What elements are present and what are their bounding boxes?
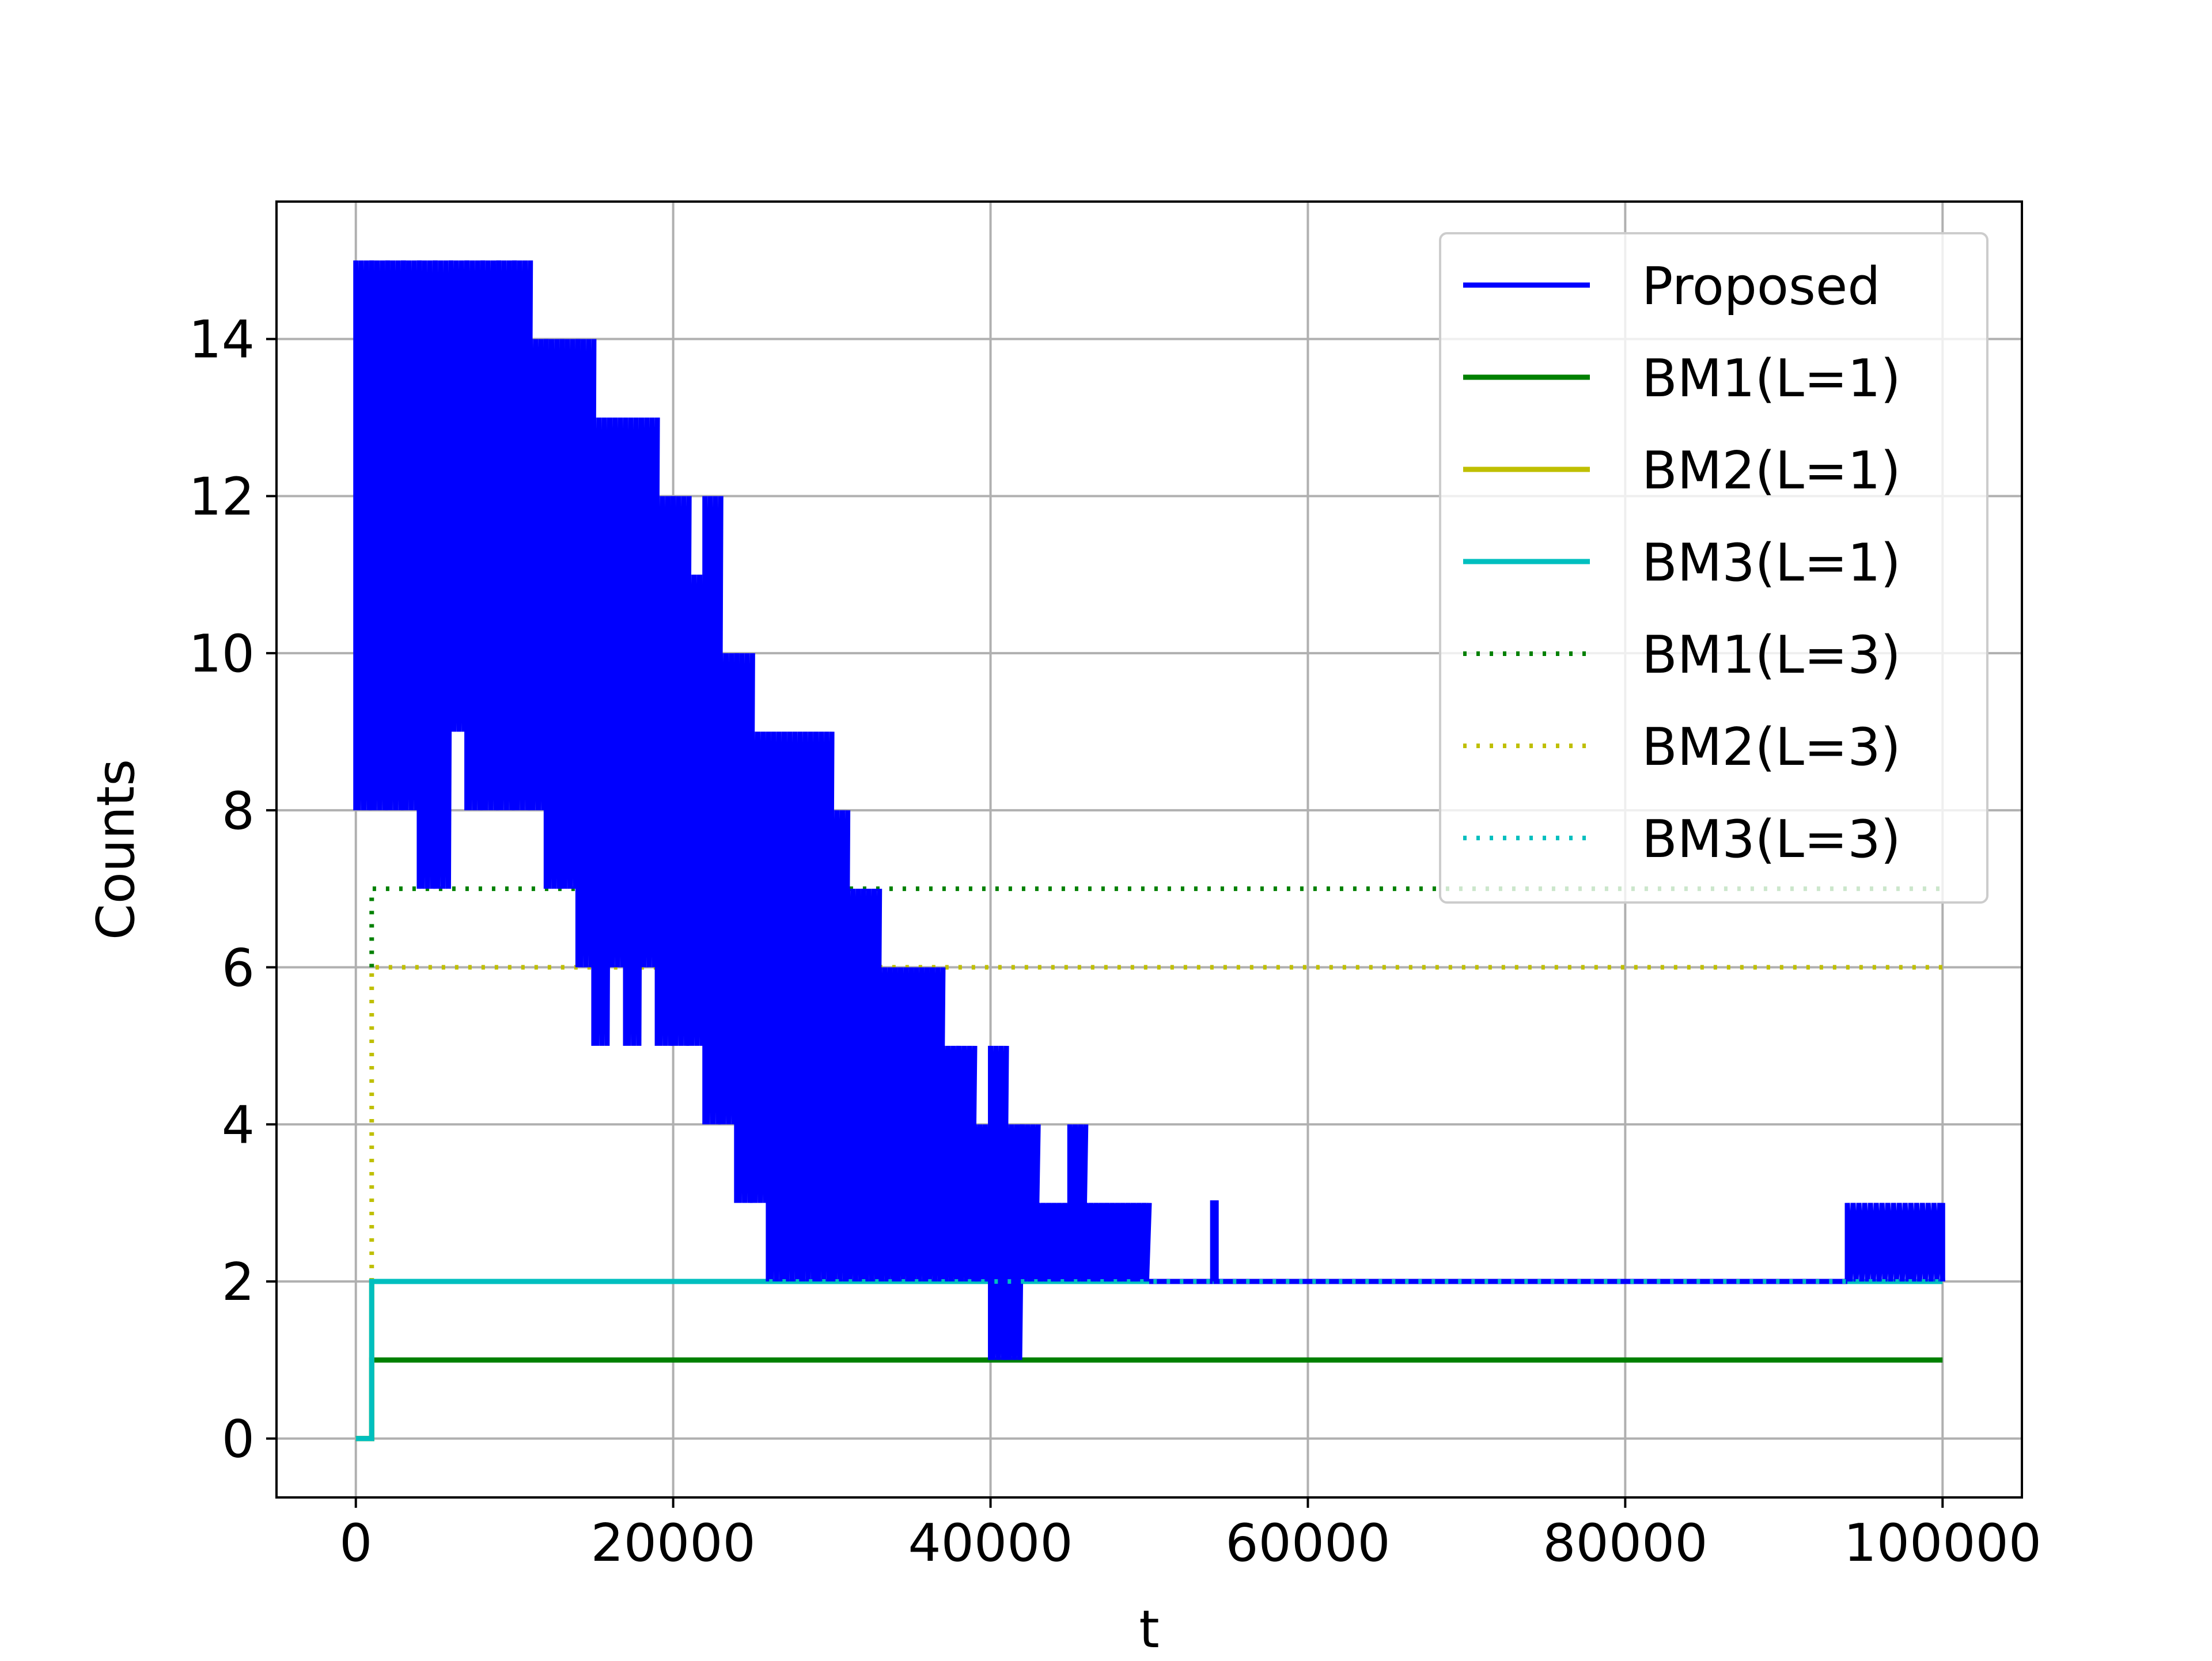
series-segment (1115, 1203, 1136, 1282)
x-tick-label: 60000 (1225, 1513, 1390, 1573)
series-segment (1035, 1203, 1057, 1282)
y-tick-label: 0 (222, 1409, 255, 1470)
y-axis-label: Counts (86, 759, 146, 940)
series-segment (829, 810, 851, 1282)
series-segment (369, 260, 391, 810)
series-segment (797, 731, 819, 1282)
y-tick-label: 12 (188, 467, 255, 527)
legend: Proposed BM1(L=1) BM2(L=1) BM3(L=1) BM1(L=3)… (1439, 232, 1988, 904)
legend-label-bm1-l-3: BM1(L=3) (1642, 625, 1901, 685)
legend-label-bm2-l-3: BM2(L=3) (1642, 717, 1901, 778)
series-segment (607, 417, 628, 968)
x-tick-label: 20000 (590, 1513, 755, 1573)
x-tick-label: 100000 (1843, 1513, 2041, 1573)
series-segment (861, 889, 882, 1282)
axis-ticks: 0 20000 40000 60000 80000 100000 0 2 4 6 8 10 12 14 (188, 310, 2041, 1573)
series-segment (686, 574, 708, 1046)
x-tick-label: 0 (339, 1513, 372, 1573)
series-segment (845, 889, 866, 1282)
series-segment (623, 417, 645, 1046)
series-segment (813, 731, 835, 1282)
series-segment (385, 260, 406, 810)
series-segment (528, 339, 549, 810)
series-segment (575, 339, 597, 968)
series-segment (671, 496, 692, 1046)
series-segment (972, 1124, 994, 1282)
series-segment (448, 260, 470, 732)
series-segment (512, 260, 533, 810)
legend-label-bm2-l-1: BM2(L=1) (1642, 441, 1901, 501)
series-segment (432, 260, 454, 889)
series-segment (940, 1045, 961, 1282)
series-segment (988, 1045, 1009, 1360)
series-segment (1083, 1203, 1104, 1282)
series-segment (924, 967, 946, 1282)
series-segment (956, 1045, 978, 1282)
series-segment (702, 496, 724, 1125)
y-tick-label: 8 (222, 781, 255, 841)
legend-label-bm3-l-3: BM3(L=3) (1642, 809, 1901, 870)
series-segment (1067, 1124, 1089, 1282)
x-axis-label: t (1139, 1599, 1159, 1659)
series-segment (1099, 1203, 1120, 1282)
series-segment (1908, 1203, 1945, 1282)
series-segment (877, 967, 898, 1282)
legend-label-bm3-l-1: BM3(L=1) (1642, 533, 1901, 593)
series-segment (1210, 1200, 1847, 1284)
series-proposed (353, 260, 1945, 1360)
series-segment (400, 260, 422, 810)
series-segment (1844, 1203, 1914, 1282)
series-segment (591, 417, 612, 1046)
series-segment (353, 260, 374, 810)
series-segment (1020, 1124, 1041, 1282)
y-tick-label: 10 (188, 624, 255, 684)
series-segment (749, 731, 771, 1203)
series-segment (480, 260, 502, 810)
series-segment (1130, 1203, 1152, 1282)
series-segment (654, 496, 676, 1046)
series-segment (464, 260, 486, 810)
series-segment (639, 417, 660, 968)
legend-label-bm1-l-1: BM1(L=1) (1642, 348, 1901, 409)
series-segment (718, 653, 740, 1125)
series-segment (559, 339, 581, 889)
series-segment (543, 339, 565, 889)
series-segment (734, 653, 755, 1203)
y-tick-label: 14 (188, 310, 255, 370)
series-segment (892, 967, 914, 1282)
legend-box (1439, 232, 1988, 904)
series-segment (781, 731, 803, 1282)
y-tick-label: 4 (222, 1095, 255, 1155)
y-tick-label: 6 (222, 938, 255, 999)
axes-frame (275, 200, 2023, 1499)
legend-label-proposed: Proposed (1642, 256, 1880, 317)
series-segment (1003, 1124, 1025, 1360)
series-segment (766, 731, 787, 1282)
series-segment (416, 260, 438, 889)
series-segment (496, 260, 517, 810)
series-segment (908, 967, 930, 1282)
series-layer (353, 260, 1945, 1442)
y-tick-label: 2 (222, 1252, 255, 1313)
series-segment (1051, 1203, 1073, 1282)
x-tick-label: 80000 (1543, 1513, 1707, 1573)
x-tick-label: 40000 (908, 1513, 1073, 1573)
